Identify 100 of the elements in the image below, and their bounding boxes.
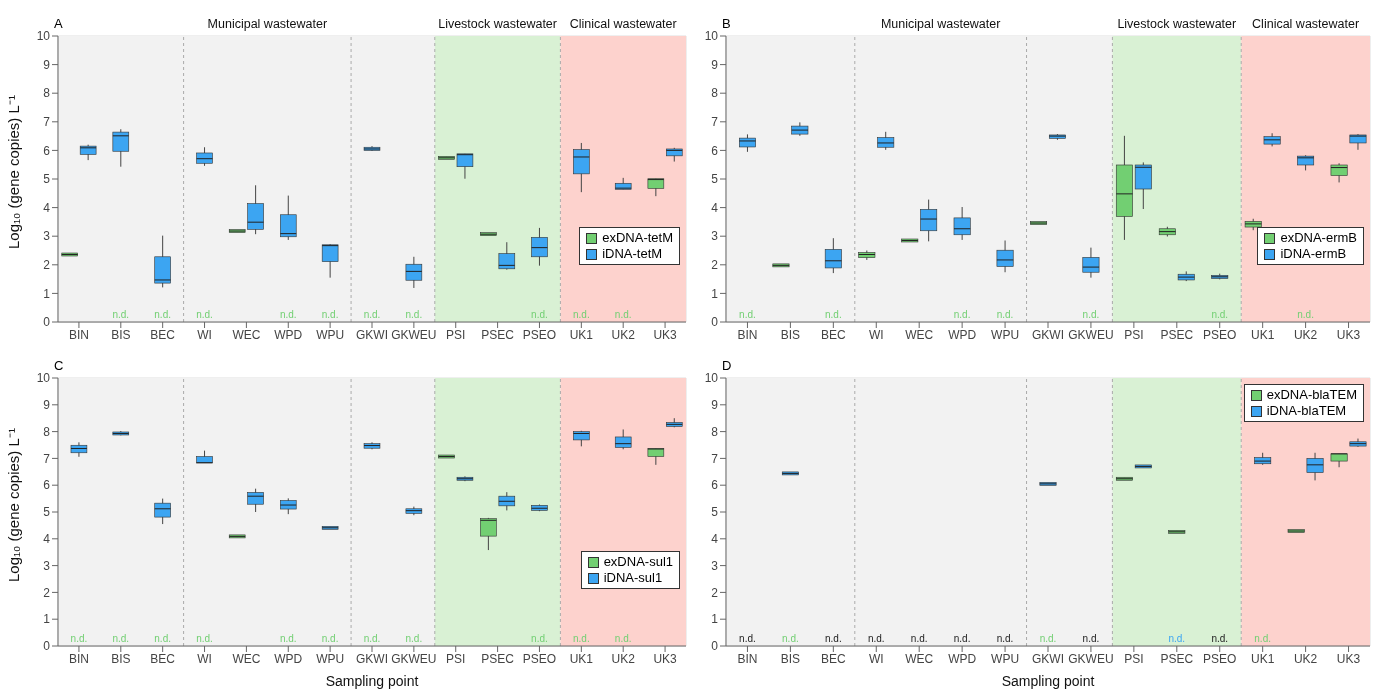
legend-label: iDNA-sul1 [603,570,663,586]
y-axis-title: Log₁₀ (gene copies) L⁻¹ [5,428,23,582]
x-tick-label: GKWEU [1068,651,1114,666]
annotation: n.d. [1039,633,1057,644]
annotation: n.d. [1254,633,1272,644]
y-tick-label: 10 [704,371,719,386]
legend-label: iDNA-ermB [1280,246,1347,262]
x-tick-label: PSI [1124,651,1144,666]
x-tick-label: WI [868,651,884,666]
y-tick-label: 2 [43,258,51,273]
annotation: n.d. [279,309,297,320]
y-axis-title: Log₁₀ (gene copies) L⁻¹ [5,95,23,249]
annotation: n.d. [196,309,213,320]
y-tick-label: 1 [711,612,719,627]
y-tick-label: 9 [711,398,719,413]
annotation: n.d. [154,633,172,644]
legend-label: exDNA-blaTEM [1266,387,1357,403]
x-tick-label: UK3 [1336,651,1361,666]
y-tick-label: 6 [711,478,719,493]
annotation: n.d. [1297,309,1314,320]
x-tick-label: BIN [68,651,89,666]
x-tick-label: BEC [150,651,176,666]
annotation: n.d. [363,309,381,320]
annotation: n.d. [953,309,971,320]
annotation: n.d. [996,633,1014,644]
y-tick-label: 3 [711,229,719,244]
x-tick-label: BIN [68,327,89,342]
legend-label: exDNA-tetM [602,230,673,246]
annotation: n.d. [614,309,632,320]
band-label: Municipal wastewater [207,17,328,31]
x-tick-label: BEC [820,327,846,342]
x-tick-label: PSEO [1203,327,1237,342]
x-tick-label: BIS [780,327,801,342]
band-label: Clinical wastewater [569,17,677,31]
x-tick-label: WEC [232,327,261,342]
y-tick-label: 9 [711,57,719,72]
y-tick-label: 7 [711,451,719,466]
annotation: n.d. [953,633,971,644]
y-tick-label: 3 [711,558,719,573]
x-tick-label: WPU [991,651,1020,666]
annotation: n.d. [1082,633,1100,644]
legend-label: exDNA-ermB [1280,230,1357,246]
band-label: Clinical wastewater [1252,17,1360,31]
annotation: n.d. [405,309,423,320]
annotation: n.d. [1211,633,1229,644]
x-tick-label: BIS [780,651,801,666]
annotation: n.d. [405,633,423,644]
y-tick-label: 4 [43,532,51,547]
y-tick-label: 8 [43,86,51,101]
y-tick-label: 3 [43,229,51,244]
y-tick-label: 9 [43,57,51,72]
x-tick-label: BIS [111,327,131,342]
x-tick-label: PSEC [1160,651,1194,666]
x-tick-label: WPD [274,651,303,666]
y-tick-label: 4 [711,200,719,215]
y-tick-label: 0 [43,315,51,330]
annotation: n.d. [572,633,590,644]
annotation: n.d. [154,309,172,320]
x-tick-label: UK2 [1293,327,1318,342]
annotation: n.d. [70,633,88,644]
x-tick-label: BIN [737,651,758,666]
x-tick-label: BEC [820,651,846,666]
x-tick-label: PSEC [481,651,515,666]
x-tick-label: WPD [948,651,977,666]
y-tick-label: 4 [711,532,719,547]
x-tick-label: BIN [737,327,758,342]
y-tick-label: 0 [43,639,51,654]
x-tick-label: BEC [150,327,176,342]
annotation: n.d. [279,633,297,644]
y-tick-label: 0 [711,315,719,330]
annotation: n.d. [321,633,339,644]
x-tick-label: UK2 [611,327,636,342]
x-tick-label: PSEO [522,651,557,666]
annotation: n.d. [531,309,548,320]
x-tick-label: UK3 [653,651,678,666]
annotation: n.d. [112,633,130,644]
y-tick-label: 6 [711,143,719,158]
x-tick-label: WPU [316,327,345,342]
y-tick-label: 2 [43,585,51,600]
y-tick-label: 1 [43,612,51,627]
x-tick-label: WI [868,327,884,342]
y-tick-label: 4 [43,200,51,215]
annotation: n.d. [614,633,632,644]
annotation: n.d. [782,633,799,644]
x-axis-title: Sampling point [1001,673,1095,689]
chart-title: C [54,358,64,373]
x-tick-label: GKWI [1032,327,1064,342]
band-label: Municipal wastewater [880,17,1001,31]
x-tick-label: PSI [1124,327,1144,342]
y-tick-label: 8 [711,86,719,101]
annotation: n.d. [363,633,381,644]
band-label: Livestock wastewater [1117,17,1237,31]
x-tick-label: WPD [948,327,977,342]
annotation: n.d. [321,309,339,320]
legend-label: iDNA-tetM [602,246,663,262]
y-tick-label: 5 [711,172,719,187]
x-tick-label: WEC [232,651,261,666]
chart-title: B [722,16,731,31]
x-tick-label: GKWEU [391,651,437,666]
y-tick-label: 6 [43,478,51,493]
